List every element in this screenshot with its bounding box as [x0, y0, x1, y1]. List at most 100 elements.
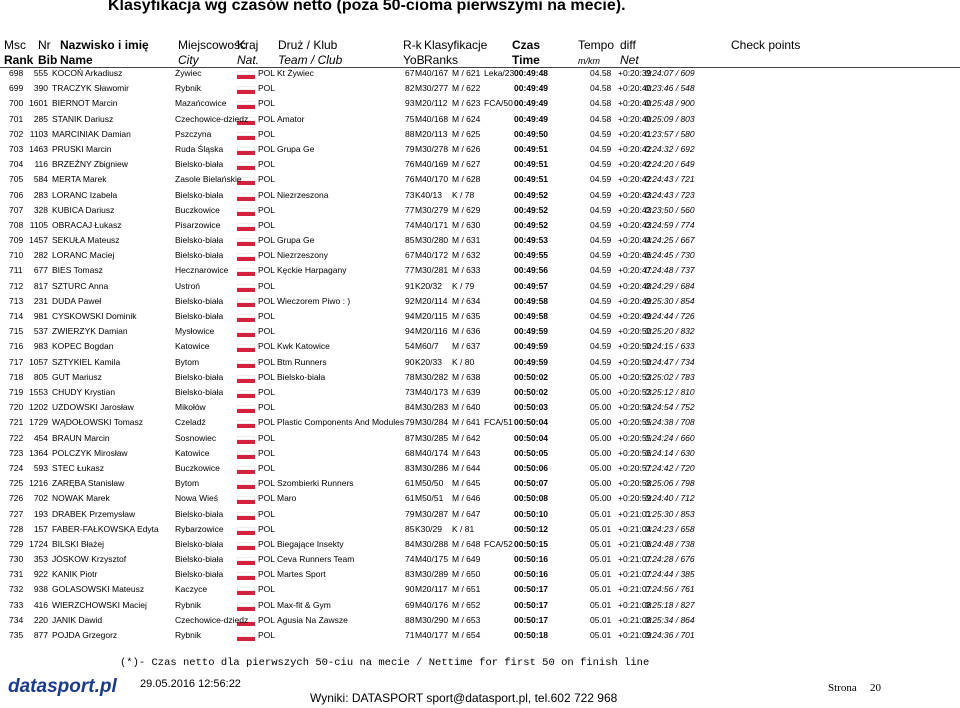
- cell: POL: [258, 569, 276, 580]
- cell: 05.00: [590, 417, 612, 428]
- cell: M / 642: [452, 432, 481, 443]
- cell: Rybnik: [175, 83, 201, 94]
- bib: 1216: [29, 478, 48, 489]
- flag: [237, 253, 255, 262]
- cell: Ruda Śląska: [175, 143, 224, 154]
- cell: POL: [258, 326, 276, 337]
- cell: Katowice: [175, 447, 210, 458]
- flag: [237, 329, 255, 338]
- cell: +0:21:07: [618, 569, 652, 580]
- bib: 1457: [29, 235, 48, 246]
- header-rule: [0, 67, 960, 68]
- bib: 537: [33, 326, 48, 337]
- cell: 0:24:38 / 708: [645, 417, 695, 428]
- cell: Biegające Insekty: [277, 538, 344, 549]
- cell: K20/33: [415, 356, 442, 367]
- cell: SZTYKIEL Kamila: [52, 356, 121, 367]
- cell: 718: [9, 371, 24, 382]
- cell: STANIK Dariusz: [52, 113, 114, 124]
- cell: TRACZYK Sławomir: [52, 83, 129, 94]
- cell: 0:24:23 / 658: [645, 523, 695, 534]
- cell: POL: [258, 508, 276, 519]
- bib: 282: [33, 250, 48, 261]
- cell: M / 630: [452, 219, 481, 230]
- cell: 04.59: [590, 189, 612, 200]
- header-sublabel: Ranks: [424, 53, 459, 67]
- cell: M60/7: [415, 341, 439, 352]
- cell: Kaczyce: [175, 584, 208, 595]
- cell: POL: [258, 417, 276, 428]
- cell: 00:50:17: [514, 584, 549, 595]
- cell: 0:25:48 / 900: [645, 98, 695, 109]
- header-sublabel: m/km: [578, 56, 600, 66]
- cell: M20/115: [415, 311, 448, 322]
- header-label: diff: [620, 38, 636, 52]
- cell: Kęckie Harpagany: [277, 265, 347, 276]
- cell: M40/167: [415, 68, 449, 78]
- cell: 00:50:05: [514, 447, 549, 458]
- cell: 698: [9, 68, 24, 78]
- cell: 83: [405, 569, 415, 580]
- cell: 05.01: [590, 508, 612, 519]
- bib: 1724: [29, 538, 48, 549]
- cell: 0:24:42 / 720: [645, 462, 695, 473]
- logo: datasport.pl: [8, 676, 117, 697]
- cell: 714: [9, 311, 24, 322]
- bib: 593: [33, 462, 48, 473]
- cell: Hecznarowice: [175, 265, 229, 276]
- cell: M / 638: [452, 371, 481, 382]
- cell: M / 650: [452, 569, 481, 580]
- cell: 731: [9, 569, 24, 580]
- cell: Szombierki Runners: [277, 478, 354, 489]
- cell: POL: [258, 447, 276, 458]
- cell: 05.01: [590, 554, 612, 565]
- bib: 1202: [29, 402, 48, 413]
- cell: 04.59: [590, 356, 612, 367]
- cell: 0:24:44 / 385: [645, 569, 695, 580]
- cell: M / 639: [452, 386, 481, 397]
- cell: M / 654: [452, 630, 481, 641]
- cell: K / 79: [452, 280, 475, 291]
- cell: 00:50:10: [514, 508, 549, 519]
- cell: M30/289: [415, 569, 449, 580]
- cell: +0:21:07: [618, 584, 652, 595]
- cell: FCA/51: [484, 417, 513, 428]
- cell: 0:25:30 / 853: [645, 508, 695, 519]
- cell: 04.59: [590, 204, 612, 215]
- cell: SZTURC Anna: [52, 280, 109, 291]
- flag: [237, 283, 255, 292]
- cell: POL: [258, 386, 276, 397]
- cell: 0:24:40 / 712: [645, 493, 695, 504]
- cell: 0:24:59 / 774: [645, 219, 695, 230]
- cell: 00:50:02: [514, 371, 549, 382]
- cell: SEKUŁA Mateusz: [52, 235, 120, 246]
- cell: JANIK Dawid: [52, 614, 103, 625]
- cell: LORANC Izabela: [52, 189, 118, 200]
- cell: Kwk Katowice: [277, 341, 330, 352]
- cell: UZDOWSKI Jarosław: [52, 402, 134, 413]
- cell: 05.00: [590, 493, 612, 504]
- cell: +0:20:48: [618, 280, 652, 291]
- cell: 04.59: [590, 265, 612, 276]
- cell: STEC Łukasz: [52, 462, 104, 473]
- cell: 05.00: [590, 386, 612, 397]
- cell: 04.59: [590, 235, 612, 246]
- cell: M / 625: [452, 128, 481, 139]
- cell: Bielsko-biała: [277, 371, 326, 382]
- cell: M20/116: [415, 326, 448, 337]
- cell: POL: [258, 295, 276, 306]
- cell: +0:20:49: [618, 311, 652, 322]
- cell: M / 651: [452, 584, 481, 595]
- cell: Pisarzowice: [175, 219, 221, 230]
- bib: 454: [33, 432, 48, 443]
- cell: KOCOŃ Arkadiusz: [52, 68, 123, 78]
- flag: [237, 572, 255, 581]
- cell: 00:49:50: [514, 128, 549, 139]
- header-label: Check points: [731, 38, 801, 52]
- header-sublabel: Rank: [4, 53, 34, 67]
- cell: 05.01: [590, 584, 612, 595]
- cell: POL: [258, 174, 276, 185]
- cell: KUBICA Dariusz: [52, 204, 115, 215]
- cell: +0:20:55: [618, 432, 652, 443]
- cell: M / 627: [452, 159, 481, 170]
